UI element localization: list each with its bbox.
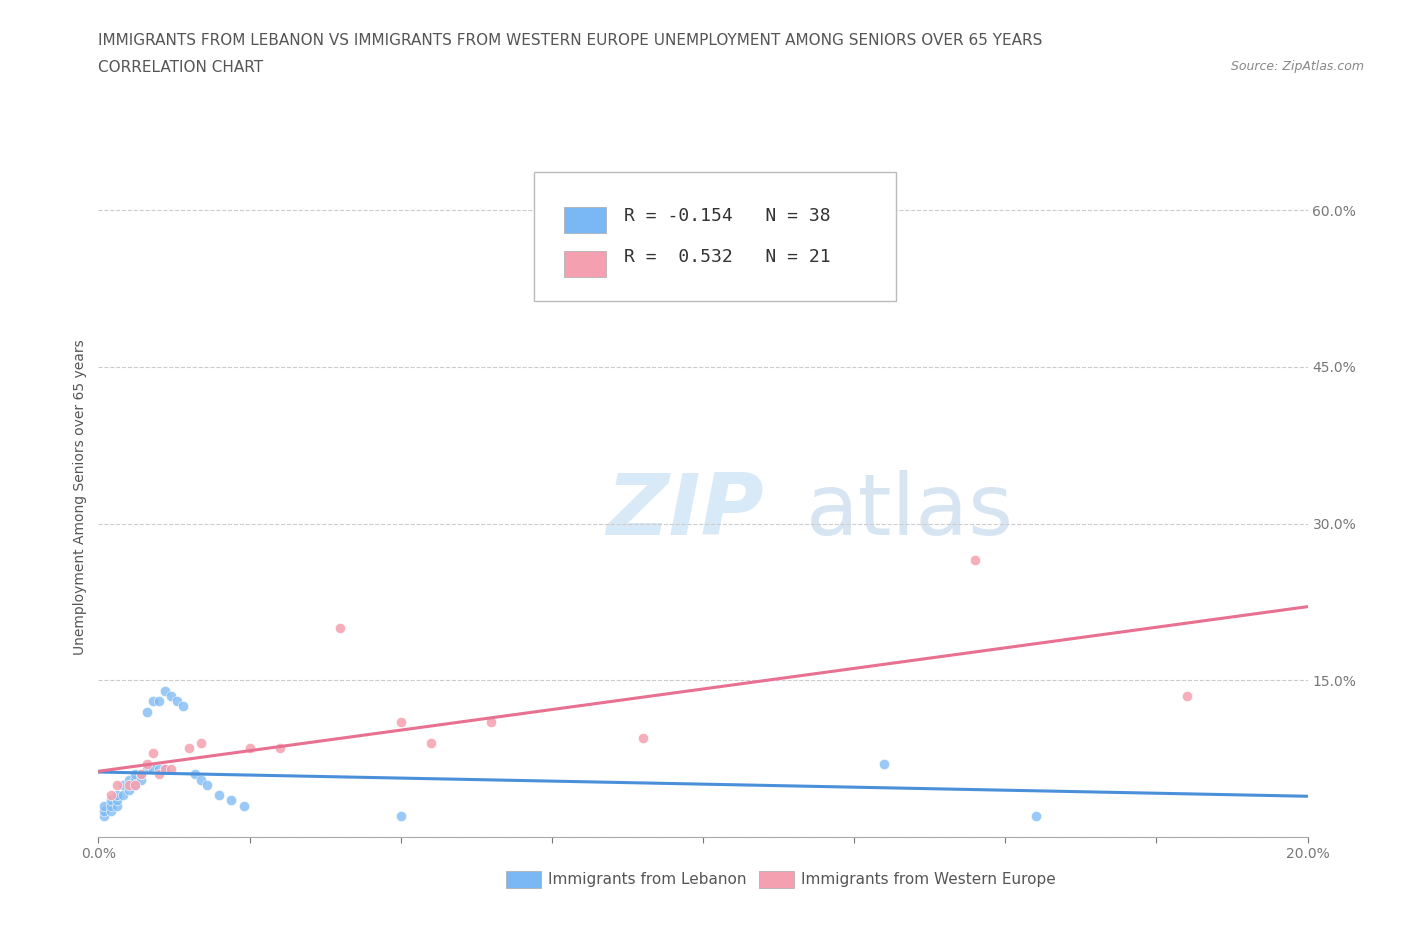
Point xyxy=(172,699,194,714)
Point xyxy=(142,694,165,709)
Point xyxy=(190,736,212,751)
Point xyxy=(631,730,654,745)
Point xyxy=(135,704,157,719)
Point xyxy=(148,762,170,777)
FancyBboxPatch shape xyxy=(564,206,606,232)
Point xyxy=(100,793,122,808)
Point xyxy=(105,798,128,813)
Point xyxy=(100,798,122,813)
Point xyxy=(93,809,115,824)
Point xyxy=(195,777,218,792)
Point xyxy=(160,762,183,777)
Point xyxy=(118,772,141,787)
Point xyxy=(148,767,170,782)
Point xyxy=(389,809,412,824)
Point xyxy=(481,714,503,729)
Text: Immigrants from Lebanon: Immigrants from Lebanon xyxy=(548,872,747,887)
Point xyxy=(142,746,165,761)
Text: Source: ZipAtlas.com: Source: ZipAtlas.com xyxy=(1230,60,1364,73)
Point xyxy=(118,777,141,792)
Point xyxy=(124,772,146,787)
Point xyxy=(1024,809,1046,824)
Point xyxy=(142,762,165,777)
Point xyxy=(118,782,141,797)
Point xyxy=(184,767,207,782)
Point xyxy=(221,793,243,808)
Point xyxy=(269,741,291,756)
Point xyxy=(111,777,134,792)
Point xyxy=(124,767,146,782)
Point xyxy=(153,684,176,698)
Point xyxy=(105,777,128,792)
Text: atlas: atlas xyxy=(806,470,1014,552)
Point xyxy=(100,804,122,818)
Point xyxy=(965,552,987,567)
Text: Immigrants from Western Europe: Immigrants from Western Europe xyxy=(801,872,1056,887)
Point xyxy=(160,688,183,703)
Point xyxy=(873,756,896,771)
Point xyxy=(153,762,176,777)
Point xyxy=(93,798,115,813)
Point xyxy=(129,772,152,787)
Point xyxy=(148,694,170,709)
FancyBboxPatch shape xyxy=(534,172,897,300)
Point xyxy=(239,741,262,756)
Point xyxy=(232,798,254,813)
Text: CORRELATION CHART: CORRELATION CHART xyxy=(98,60,263,75)
Point xyxy=(124,777,146,792)
Y-axis label: Unemployment Among Seniors over 65 years: Unemployment Among Seniors over 65 years xyxy=(73,339,87,656)
Point xyxy=(129,767,152,782)
Point xyxy=(135,762,157,777)
Point xyxy=(124,777,146,792)
Text: ZIP: ZIP xyxy=(606,470,763,552)
Point xyxy=(190,772,212,787)
Point xyxy=(105,788,128,803)
Point xyxy=(100,788,122,803)
Point xyxy=(208,788,231,803)
Point xyxy=(129,767,152,782)
Point xyxy=(419,736,441,751)
Point xyxy=(177,741,201,756)
Point xyxy=(166,694,188,709)
Point xyxy=(105,793,128,808)
Point xyxy=(389,714,412,729)
Point xyxy=(329,620,352,635)
Point xyxy=(93,804,115,818)
FancyBboxPatch shape xyxy=(564,251,606,277)
Point xyxy=(1175,688,1198,703)
Point xyxy=(153,762,176,777)
Text: IMMIGRANTS FROM LEBANON VS IMMIGRANTS FROM WESTERN EUROPE UNEMPLOYMENT AMONG SEN: IMMIGRANTS FROM LEBANON VS IMMIGRANTS FR… xyxy=(98,33,1043,47)
Point xyxy=(111,788,134,803)
Text: R =  0.532   N = 21: R = 0.532 N = 21 xyxy=(624,247,831,266)
Text: R = -0.154   N = 38: R = -0.154 N = 38 xyxy=(624,206,831,225)
Point xyxy=(135,756,157,771)
